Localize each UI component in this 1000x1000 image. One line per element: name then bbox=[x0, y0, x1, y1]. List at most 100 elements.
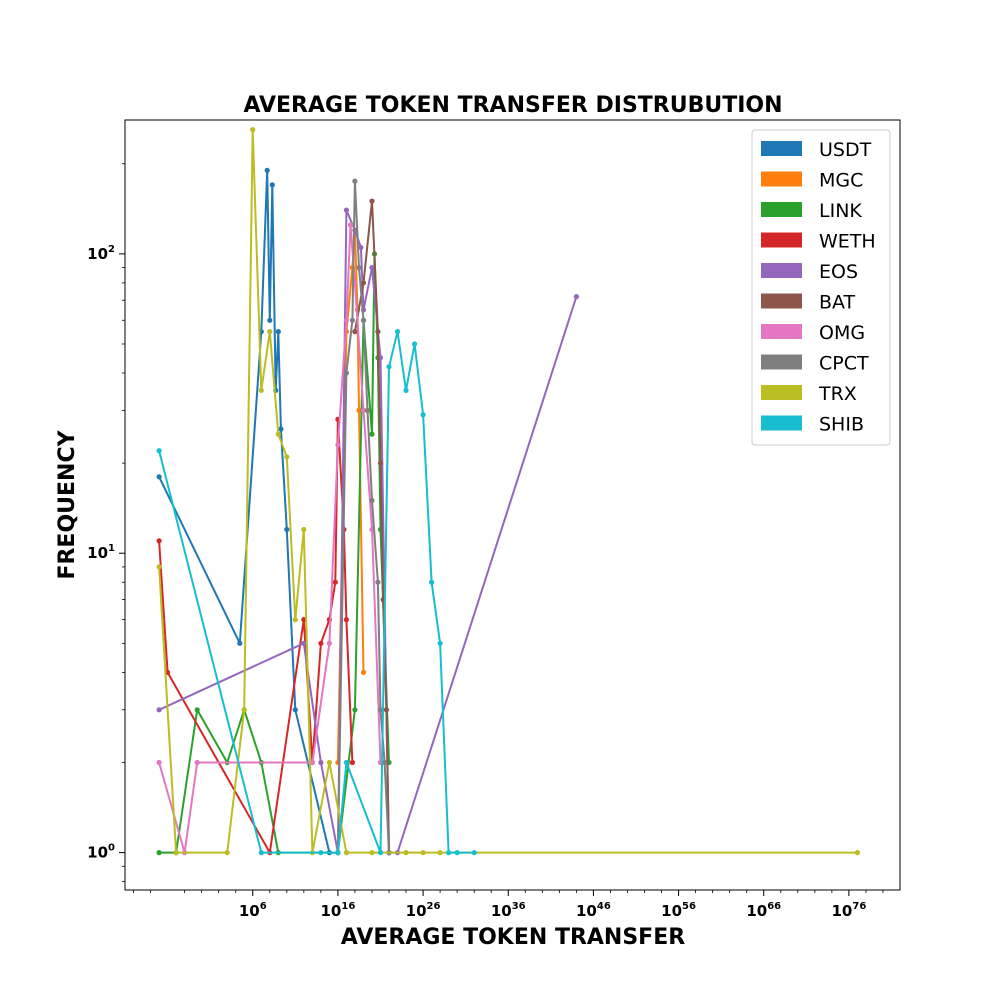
data-point bbox=[343, 759, 349, 766]
data-point bbox=[237, 640, 243, 646]
legend-label: EOS bbox=[819, 261, 858, 283]
data-point bbox=[382, 759, 388, 766]
data-point bbox=[369, 198, 375, 204]
data-point bbox=[156, 850, 162, 856]
x-tick-label: 1056 bbox=[661, 901, 696, 920]
data-point bbox=[343, 207, 349, 213]
y-tick-label: 100 bbox=[87, 843, 115, 862]
data-point bbox=[446, 850, 452, 856]
data-point bbox=[275, 431, 281, 437]
data-point bbox=[403, 387, 409, 393]
legend-swatch bbox=[761, 324, 802, 339]
data-point bbox=[375, 579, 381, 585]
legend-item-trx: TRX bbox=[761, 383, 857, 405]
data-point bbox=[156, 564, 162, 570]
data-point bbox=[326, 759, 332, 766]
data-point bbox=[278, 426, 284, 432]
x-tick-label: 106 bbox=[239, 901, 267, 920]
data-point bbox=[437, 640, 443, 646]
legend-swatch bbox=[761, 232, 802, 248]
data-point bbox=[412, 341, 418, 347]
series-usdt bbox=[156, 167, 332, 856]
data-point bbox=[454, 850, 460, 856]
legend-item-cpct: CPCT bbox=[761, 353, 869, 375]
x-tick-label: 1026 bbox=[406, 901, 441, 920]
data-point bbox=[267, 317, 273, 323]
data-point bbox=[471, 850, 477, 856]
data-point bbox=[318, 850, 324, 856]
data-point bbox=[403, 850, 409, 856]
data-point bbox=[250, 127, 256, 133]
series-line-bat bbox=[353, 200, 390, 853]
data-point bbox=[224, 850, 230, 856]
legend-item-usdt: USDT bbox=[761, 139, 872, 161]
data-point bbox=[173, 850, 179, 856]
data-point bbox=[356, 265, 362, 271]
data-point bbox=[343, 370, 349, 376]
legend-swatch bbox=[761, 354, 802, 370]
data-point bbox=[194, 759, 200, 766]
data-point bbox=[309, 759, 315, 766]
x-tick-label: 1016 bbox=[321, 901, 356, 920]
data-point bbox=[358, 244, 364, 251]
data-point bbox=[360, 280, 367, 286]
chart-title: AVERAGE TOKEN TRANSFER DISTRUBUTION bbox=[243, 93, 782, 118]
data-point bbox=[352, 707, 358, 713]
data-point bbox=[156, 538, 162, 544]
series-trx bbox=[156, 127, 861, 856]
x-tick-label: 1076 bbox=[832, 901, 867, 920]
data-point bbox=[352, 178, 358, 184]
legend-item-weth: WETH bbox=[761, 231, 876, 253]
data-point bbox=[386, 364, 392, 370]
data-point bbox=[335, 850, 341, 856]
data-point bbox=[264, 167, 270, 173]
legend-item-bat: BAT bbox=[761, 292, 856, 314]
x-axis-ticks: 106 1016 1026 1036 1046 1056 1066 1076 bbox=[133, 890, 884, 920]
data-point bbox=[156, 448, 162, 454]
data-point bbox=[258, 387, 264, 393]
series-line-omg bbox=[158, 223, 382, 854]
data-point bbox=[347, 222, 354, 228]
data-point bbox=[369, 431, 375, 437]
data-point bbox=[301, 640, 307, 646]
x-tick-label: 1046 bbox=[576, 901, 611, 920]
y-tick-label: 101 bbox=[87, 543, 115, 562]
data-point bbox=[360, 317, 367, 323]
data-point bbox=[318, 759, 324, 766]
legend-label: WETH bbox=[819, 231, 876, 253]
data-point bbox=[364, 407, 371, 413]
data-point bbox=[420, 850, 426, 856]
legend-label: SHIB bbox=[819, 414, 864, 436]
legend-swatch bbox=[761, 415, 802, 431]
data-point bbox=[420, 412, 426, 418]
legend-label: OMG bbox=[819, 322, 865, 344]
series-line-usdt bbox=[158, 169, 331, 853]
data-point bbox=[156, 759, 162, 766]
legend-label: TRX bbox=[818, 383, 857, 405]
data-point bbox=[258, 850, 264, 856]
data-point bbox=[377, 707, 384, 713]
legend-label: LINK bbox=[819, 200, 862, 222]
data-point bbox=[854, 850, 861, 856]
series-bat bbox=[352, 198, 392, 856]
series-line-shib bbox=[158, 330, 475, 854]
legend-item-shib: SHIB bbox=[761, 414, 864, 436]
plot-frame bbox=[124, 119, 901, 891]
x-tick-label: 1066 bbox=[746, 901, 781, 920]
data-point bbox=[343, 317, 349, 323]
data-point bbox=[326, 640, 332, 646]
legend-swatch bbox=[761, 293, 802, 309]
legend-label: BAT bbox=[819, 292, 856, 314]
data-point bbox=[332, 579, 338, 585]
data-point bbox=[369, 265, 375, 271]
legend-label: USDT bbox=[819, 139, 872, 161]
data-point bbox=[377, 460, 384, 466]
y-axis-label: FREQUENCY bbox=[55, 429, 80, 579]
legend: USDT MGC LINK WETH EOS BAT OMG CPCT TRX SHIB bbox=[751, 129, 891, 446]
data-point bbox=[292, 617, 298, 623]
legend-swatch bbox=[761, 263, 802, 278]
x-tick-label: 1036 bbox=[491, 901, 526, 920]
data-point bbox=[383, 707, 389, 713]
y-tick-label: 102 bbox=[87, 244, 115, 263]
data-point bbox=[335, 442, 341, 448]
